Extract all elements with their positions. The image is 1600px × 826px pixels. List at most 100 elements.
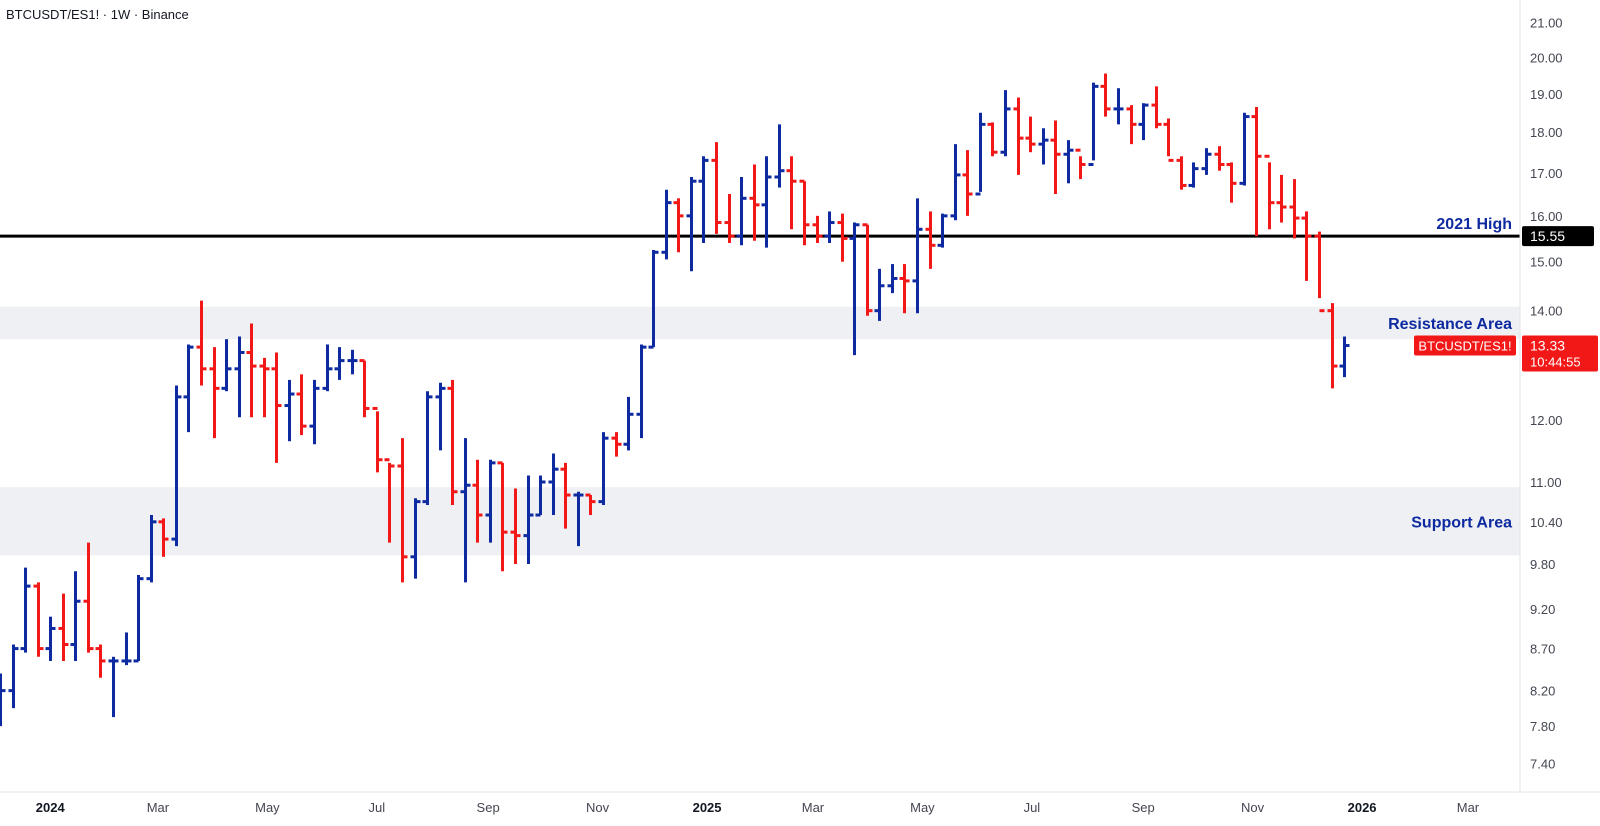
x-tick-label: Mar: [147, 800, 170, 815]
ohlc-bar: [1088, 82, 1099, 166]
y-tick-label: 17.00: [1530, 166, 1563, 181]
ohlc-bar: [661, 189, 672, 260]
x-tick-label: Nov: [1241, 800, 1265, 815]
ohlc-bar: [548, 453, 559, 516]
y-tick-label: 16.00: [1530, 209, 1563, 224]
x-tick-label: May: [910, 800, 935, 815]
ohlc-bar: [1013, 97, 1024, 175]
ohlc-bar: [1314, 231, 1325, 313]
ohlc-bar: [196, 300, 207, 386]
ohlc-bar: [887, 264, 898, 294]
y-tick-label: 20.00: [1530, 50, 1563, 65]
ohlc-bar: [648, 249, 659, 349]
y-tick-label: 7.40: [1530, 757, 1555, 772]
ohlc-bar: [535, 475, 546, 517]
ohlc-bar: [70, 571, 81, 661]
ohlc-bar: [422, 391, 433, 505]
ohlc-bar: [912, 198, 923, 314]
ohlc-bar: [8, 644, 19, 709]
ohlc-bar: [837, 213, 848, 262]
ohlc-bar: [158, 518, 169, 557]
ohlc-bar: [246, 323, 257, 418]
ohlc-bar: [1063, 140, 1074, 184]
ohlc-bar: [284, 379, 295, 442]
ohlc-bar: [1188, 162, 1199, 188]
ohlc-bar: [1251, 107, 1262, 237]
ohlc-bar: [33, 582, 44, 657]
zone-resistance: [0, 306, 1520, 340]
x-tick-label: Jul: [1024, 800, 1041, 815]
ohlc-bar: [95, 644, 106, 678]
ohlc-bar: [460, 438, 471, 583]
ohlc-bar: [20, 567, 31, 653]
x-tick-label: 2025: [693, 800, 722, 815]
y-tick-label: 8.70: [1530, 642, 1555, 657]
ohlc-bar: [397, 438, 408, 583]
ohlc-bar: [45, 616, 56, 661]
ohlc-bar: [1050, 120, 1061, 194]
ohlc-bar: [1276, 174, 1287, 223]
ohlc-bar: [1201, 148, 1212, 175]
ohlc-bar: [121, 632, 132, 666]
ohlc-bar: [862, 223, 873, 316]
x-tick-label: 2026: [1348, 800, 1377, 815]
ohlc-bar: [1264, 154, 1275, 230]
x-tick-label: May: [255, 800, 280, 815]
ohlc-bar: [334, 347, 345, 380]
ohlc-bar: [950, 144, 961, 221]
ohlc-bar: [359, 359, 370, 418]
ohlc-bar: [849, 222, 860, 356]
ohlc-bar: [673, 198, 684, 253]
ohlc-bar: [573, 491, 584, 547]
ohlc-bar: [472, 459, 483, 543]
ohlc-bar: [874, 268, 885, 321]
ohlc-bar: [1226, 162, 1237, 203]
symbol-badge: [1414, 335, 1516, 356]
ohlc-bar: [1176, 156, 1187, 190]
ohlc-bar: [183, 344, 194, 433]
ohlc-bar: [435, 382, 446, 451]
ohlc-bar: [560, 462, 571, 529]
last-price-label: 13.33: [1530, 338, 1565, 354]
ohlc-bar: [1301, 211, 1312, 281]
x-tick-label: Sep: [477, 800, 500, 815]
y-tick-label: 7.80: [1530, 719, 1555, 734]
x-tick-label: Sep: [1132, 800, 1155, 815]
ohlc-bar: [447, 379, 458, 505]
ohlc-bar: [736, 176, 747, 246]
ohlc-bar: [523, 475, 534, 565]
ohlc-bar: [271, 352, 282, 463]
ohlc-bar: [937, 213, 948, 248]
ohlc-bar: [133, 574, 144, 663]
y-tick-label: 12.00: [1530, 413, 1563, 428]
ohlc-bar: [259, 357, 270, 418]
ohlc-bar: [58, 593, 69, 661]
ohlc-bar: [598, 432, 609, 505]
ohlc-bar: [209, 347, 220, 439]
ohlc-bar: [774, 124, 785, 188]
ohlc-bar: [1075, 148, 1086, 180]
ohlc-bar: [322, 344, 333, 392]
ohlc-bar: [1138, 103, 1149, 141]
ohlc-bar: [1163, 118, 1174, 162]
hline-price-label: 15.55: [1530, 228, 1565, 244]
bar-countdown-label: 10:44:55: [1530, 355, 1581, 370]
symbol-title: BTCUSDT/ES1! · 1W · Binance: [6, 7, 189, 22]
x-tick-label: Nov: [586, 800, 610, 815]
ohlc-bar: [0, 673, 6, 727]
ohlc-bar: [623, 396, 634, 451]
ohlc-bar: [786, 156, 797, 230]
ohlc-bar: [1000, 90, 1011, 157]
x-tick-label: Jul: [369, 800, 386, 815]
zone-support: [0, 487, 1520, 556]
ohlc-bar: [1038, 128, 1049, 165]
ohlc-bar: [686, 176, 697, 272]
ohlc-bar: [761, 156, 772, 248]
ohlc-bar: [585, 493, 596, 516]
y-tick-label: 9.20: [1530, 602, 1555, 617]
ohlc-bar: [221, 339, 232, 392]
ohlc-bar: [611, 432, 622, 457]
ohlc-bar: [711, 142, 722, 234]
